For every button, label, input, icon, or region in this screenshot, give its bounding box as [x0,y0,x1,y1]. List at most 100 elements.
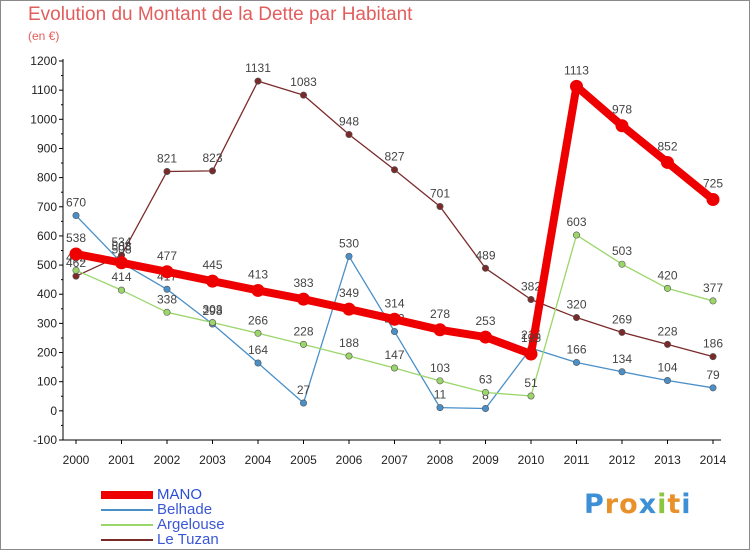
x-tick-label: 2011 [564,453,590,467]
data-label-le-tuzan: 948 [339,114,359,128]
data-label-argelouse: 303 [202,303,222,317]
data-point-argelouse [663,284,671,292]
data-point-argelouse [618,260,626,268]
data-point-le-tuzan [481,264,489,272]
series-argelouse: 4824143383032662281881471036351603503420… [66,215,723,400]
data-point-belhade [572,358,580,366]
data-label-belhade: 11 [434,388,447,402]
legend-swatch-belhade [101,508,153,511]
data-point-le-tuzan [436,202,444,210]
data-point-le-tuzan [709,353,717,361]
y-tick-label: -100 [33,433,57,447]
data-point-mano [706,192,720,206]
data-point-argelouse [390,364,398,372]
data-point-belhade [436,404,444,412]
x-tick-label: 2008 [427,453,454,467]
data-point-le-tuzan [163,167,171,175]
legend-item-argelouse: Argelouse [101,517,225,532]
data-label-mano: 725 [703,176,723,190]
data-label-mano: 383 [293,276,313,290]
data-point-mano [661,155,674,169]
y-tick-label: 1000 [30,112,57,126]
data-label-mano: 978 [612,103,632,117]
logo-letter: t [667,489,682,520]
x-tick-label: 2014 [700,453,727,467]
data-label-le-tuzan: 382 [521,279,541,293]
data-label-le-tuzan: 534 [111,235,131,249]
y-tick-label: 400 [37,287,57,301]
data-label-argelouse: 51 [524,376,538,390]
data-point-belhade [390,328,398,336]
y-tick-label: 900 [37,141,57,155]
data-label-le-tuzan: 827 [384,150,404,164]
data-point-belhade [481,405,489,413]
data-point-mano [388,312,401,326]
x-tick-label: 2001 [108,453,135,467]
data-point-argelouse [436,377,444,385]
data-label-belhade: 166 [566,342,586,356]
data-point-mano [479,330,492,344]
data-label-mano: 349 [339,286,359,300]
x-tick-label: 2005 [290,453,317,467]
legend-swatch-mano [101,490,153,499]
proxiti-logo: Proxiti [584,489,692,520]
data-label-belhade: 134 [612,352,632,366]
data-point-le-tuzan [572,314,580,322]
y-tick-label: 600 [37,229,57,243]
data-label-belhade: 27 [297,383,311,397]
chart-subtitle: (en €) [28,29,60,43]
data-point-le-tuzan [345,130,353,138]
data-point-belhade [254,359,262,367]
data-label-le-tuzan: 1083 [290,75,317,89]
x-tick-label: 2007 [381,453,408,467]
data-label-mano: 314 [384,296,404,310]
data-point-argelouse [254,329,262,337]
x-tick-label: 2002 [154,453,181,467]
legend-label-mano: MANO [157,486,202,503]
x-tick-label: 2012 [609,453,636,467]
data-label-belhade: 79 [706,368,720,382]
data-label-mano: 195 [521,331,541,345]
y-tick-label: 1100 [31,83,57,97]
data-label-le-tuzan: 823 [202,151,222,165]
series-le-tuzan: 462 534 821 823 1131 1083 948 827 701 489 382 320 26… [66,61,723,361]
x-tick-label: 2003 [199,453,226,467]
data-label-mano: 852 [657,139,677,153]
y-tick-label: 800 [37,171,57,185]
data-label-argelouse: 228 [293,324,313,338]
data-label-le-tuzan: 701 [430,186,450,200]
data-point-mano [615,119,629,133]
data-point-le-tuzan [663,340,671,348]
data-point-argelouse [209,319,217,327]
data-point-argelouse [481,388,489,396]
chart-title: Evolution du Montant de la Dette par Hab… [28,4,413,25]
data-label-belhade: 298 [202,304,222,318]
data-point-argelouse [527,392,535,400]
y-tick-label: 1200 [30,54,57,68]
data-point-argelouse [709,297,717,305]
data-label-belhade: 508 [111,243,131,257]
data-label-le-tuzan: 186 [703,337,723,351]
data-point-argelouse [163,308,171,316]
data-point-belhade [709,384,717,392]
data-point-le-tuzan [390,166,398,174]
data-point-belhade [345,252,353,260]
data-label-argelouse: 414 [111,270,131,284]
x-tick-label: 2010 [518,453,545,467]
y-tick-label: 0 [50,404,57,418]
legend: MANO Belhade Argelouse Le Tuzan [101,487,225,547]
data-label-belhade: 164 [248,343,268,357]
legend-label-belhade: Belhade [157,501,213,518]
y-tick-label: 100 [37,375,57,389]
data-point-mano [297,292,310,306]
data-label-argelouse: 377 [703,281,723,295]
data-label-mano: 1113 [564,63,589,77]
data-label-argelouse: 503 [612,244,632,258]
legend-swatch-le-tuzan [101,538,153,541]
data-label-argelouse: 338 [157,292,177,306]
logo-letter: x [638,489,658,520]
data-point-argelouse [572,231,580,239]
data-point-belhade [618,368,626,376]
